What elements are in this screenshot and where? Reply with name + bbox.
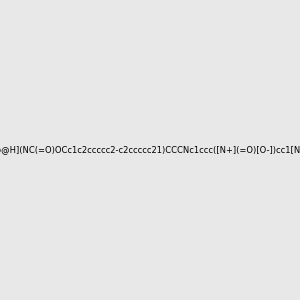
Text: O=C(O)[C@@H](NC(=O)OCc1c2ccccc2-c2ccccc21)CCCNc1ccc([N+](=O)[O-])cc1[N+](=O)[O-]: O=C(O)[C@@H](NC(=O)OCc1c2ccccc2-c2ccccc2… [0, 146, 300, 154]
